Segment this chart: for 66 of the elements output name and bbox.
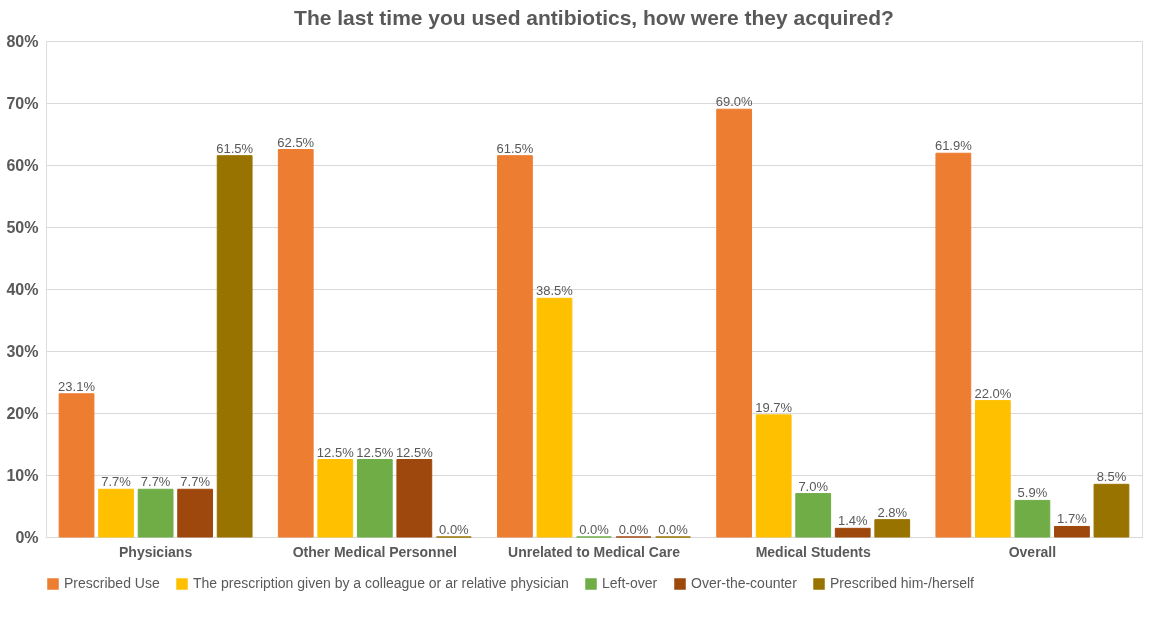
y-tick-label: 0% [15,528,39,546]
data-label: 61.9% [934,138,973,154]
data-label: 12.5% [316,444,355,460]
bar [795,493,832,538]
bar [716,108,753,538]
bar [396,459,433,538]
bar [536,297,573,538]
y-tick-label: 30% [6,342,39,360]
data-label: 7.7% [101,474,132,490]
data-label: 7.7% [180,474,211,490]
data-label: 12.5% [356,444,394,460]
bar [317,459,354,538]
data-label: 19.7% [755,399,793,415]
x-tick-label: Unrelated to Medical Care [508,543,681,560]
legend-label: Prescribed Use [64,575,160,591]
bar [177,488,214,538]
data-label: 62.5% [277,134,315,150]
data-label: 2.8% [877,504,908,520]
data-label: 0.0% [658,522,689,537]
bar [874,519,911,538]
data-label: 8.5% [1096,469,1127,485]
bar [98,488,134,538]
bar [1093,483,1130,538]
bar [356,459,393,538]
y-tick-label: 20% [6,404,39,422]
y-tick-label: 80% [6,32,39,50]
data-label: 7.7% [140,474,171,490]
data-label: 61.5% [496,140,534,156]
y-tick-label: 10% [6,466,39,484]
bar [834,527,871,538]
data-label: 22.0% [974,385,1012,401]
bar [58,393,95,538]
x-tick-label: Other Medical Personnel [292,543,457,560]
y-tick-label: 50% [6,218,39,236]
data-label: 5.9% [1017,485,1048,501]
bar [755,414,792,538]
y-tick-label: 70% [6,94,39,112]
data-label: 0.0% [439,522,470,537]
legend-label: Over-the-counter [691,575,798,591]
y-tick-label: 40% [6,280,39,298]
data-label: 38.5% [536,283,574,299]
bar [1054,525,1090,538]
data-label: 61.5% [216,140,254,156]
x-tick-label: Overall [1008,543,1057,560]
data-label: 0.0% [579,522,610,537]
x-tick-label: Physicians [119,543,193,560]
data-label: 12.5% [395,444,434,460]
bar [277,149,314,538]
data-label: 69.0% [715,94,754,110]
bar [137,488,174,538]
bar [1014,499,1051,538]
chart-title: The last time you used antibiotics, how were they acquired? [294,6,894,29]
bar [974,400,1011,538]
legend-label: Left-over [602,575,658,591]
data-label: 0.0% [618,522,649,537]
legend-label: The prescription given by a colleague or ar relative physician [193,575,569,591]
legend-label: Prescribed him-/herself [830,575,975,591]
data-label: 1.4% [837,513,868,529]
data-label: 1.7% [1057,511,1088,527]
bar [497,155,533,538]
bar [935,152,972,538]
y-tick-label: 60% [6,156,39,174]
x-tick-label: Medical Students [755,543,871,560]
bar [216,155,253,538]
data-label: 7.0% [798,478,829,494]
data-label: 23.1% [58,378,96,394]
